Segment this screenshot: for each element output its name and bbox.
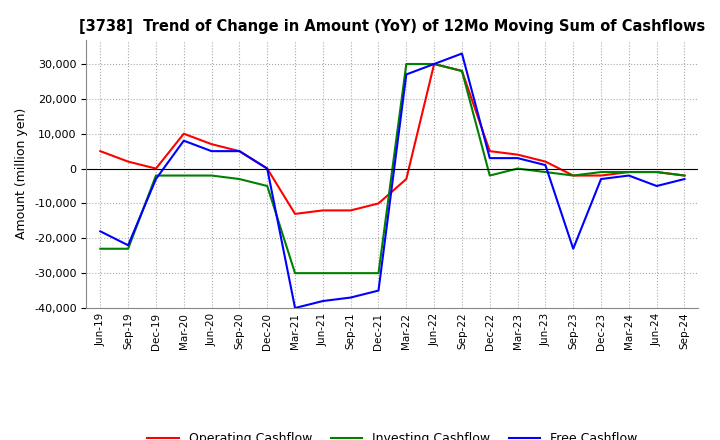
Free Cashflow: [513, 155, 522, 161]
Investing Cashflow: [124, 246, 132, 251]
Legend: Operating Cashflow, Investing Cashflow, Free Cashflow: Operating Cashflow, Investing Cashflow, …: [143, 427, 642, 440]
Investing Cashflow: [513, 166, 522, 171]
Investing Cashflow: [374, 271, 383, 276]
Investing Cashflow: [291, 271, 300, 276]
Free Cashflow: [485, 155, 494, 161]
Investing Cashflow: [179, 173, 188, 178]
Operating Cashflow: [680, 173, 689, 178]
Operating Cashflow: [430, 61, 438, 66]
Free Cashflow: [346, 295, 355, 300]
Operating Cashflow: [96, 149, 104, 154]
Investing Cashflow: [458, 68, 467, 73]
Investing Cashflow: [624, 169, 633, 175]
Investing Cashflow: [152, 173, 161, 178]
Investing Cashflow: [235, 176, 243, 182]
Operating Cashflow: [513, 152, 522, 157]
Free Cashflow: [597, 176, 606, 182]
Free Cashflow: [152, 176, 161, 182]
Operating Cashflow: [652, 169, 661, 175]
Operating Cashflow: [485, 149, 494, 154]
Operating Cashflow: [402, 176, 410, 182]
Operating Cashflow: [263, 166, 271, 171]
Investing Cashflow: [680, 173, 689, 178]
Free Cashflow: [680, 176, 689, 182]
Operating Cashflow: [124, 159, 132, 164]
Investing Cashflow: [402, 61, 410, 66]
Operating Cashflow: [152, 166, 161, 171]
Line: Free Cashflow: Free Cashflow: [100, 54, 685, 308]
Free Cashflow: [179, 138, 188, 143]
Operating Cashflow: [458, 68, 467, 73]
Line: Operating Cashflow: Operating Cashflow: [100, 64, 685, 214]
Free Cashflow: [569, 246, 577, 251]
Free Cashflow: [652, 183, 661, 189]
Title: [3738]  Trend of Change in Amount (YoY) of 12Mo Moving Sum of Cashflows: [3738] Trend of Change in Amount (YoY) o…: [79, 19, 706, 34]
Free Cashflow: [430, 61, 438, 66]
Free Cashflow: [124, 242, 132, 248]
Operating Cashflow: [318, 208, 327, 213]
Operating Cashflow: [569, 173, 577, 178]
Operating Cashflow: [179, 131, 188, 136]
Operating Cashflow: [374, 201, 383, 206]
Free Cashflow: [263, 166, 271, 171]
Investing Cashflow: [96, 246, 104, 251]
Operating Cashflow: [235, 149, 243, 154]
Investing Cashflow: [652, 169, 661, 175]
Investing Cashflow: [485, 173, 494, 178]
Free Cashflow: [291, 305, 300, 311]
Investing Cashflow: [597, 169, 606, 175]
Free Cashflow: [624, 173, 633, 178]
Free Cashflow: [318, 298, 327, 304]
Y-axis label: Amount (million yen): Amount (million yen): [16, 108, 29, 239]
Free Cashflow: [96, 229, 104, 234]
Free Cashflow: [374, 288, 383, 293]
Operating Cashflow: [346, 208, 355, 213]
Investing Cashflow: [430, 61, 438, 66]
Investing Cashflow: [318, 271, 327, 276]
Free Cashflow: [458, 51, 467, 56]
Investing Cashflow: [541, 169, 550, 175]
Operating Cashflow: [541, 159, 550, 164]
Operating Cashflow: [207, 142, 216, 147]
Free Cashflow: [541, 162, 550, 168]
Investing Cashflow: [263, 183, 271, 189]
Line: Investing Cashflow: Investing Cashflow: [100, 64, 685, 273]
Operating Cashflow: [597, 173, 606, 178]
Operating Cashflow: [624, 169, 633, 175]
Free Cashflow: [402, 72, 410, 77]
Free Cashflow: [207, 149, 216, 154]
Operating Cashflow: [291, 211, 300, 216]
Investing Cashflow: [207, 173, 216, 178]
Investing Cashflow: [346, 271, 355, 276]
Free Cashflow: [235, 149, 243, 154]
Investing Cashflow: [569, 173, 577, 178]
